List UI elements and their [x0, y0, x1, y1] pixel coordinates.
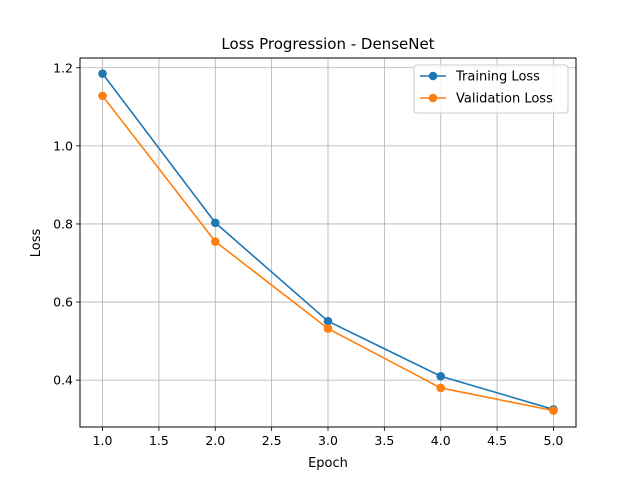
x-tick-label: 4.0: [431, 433, 451, 448]
x-tick-label: 1.0: [93, 433, 113, 448]
training-loss-point: [98, 69, 107, 78]
validation-loss-point: [98, 91, 107, 101]
y-axis-label: Loss: [29, 229, 44, 258]
x-tick-label: 3.0: [318, 433, 338, 448]
validation-loss-point: [436, 383, 446, 393]
legend-box: [413, 64, 569, 114]
x-tick-label: 4.5: [487, 433, 507, 448]
y-tick-label: 1.2: [53, 60, 73, 75]
y-tick-label: 0.6: [53, 295, 73, 310]
y-tick-label: 1.0: [53, 138, 73, 153]
validation-loss-point: [549, 406, 558, 415]
validation-loss-legend-marker: [428, 93, 438, 103]
series-layer: [98, 69, 558, 415]
chart-title: Loss Progression - DenseNet: [221, 35, 434, 53]
validation-loss-legend-label: Validation Loss: [456, 92, 553, 107]
x-tick-label: 2.0: [205, 433, 225, 448]
x-tick-label: 2.5: [262, 433, 282, 448]
validation-loss-point: [210, 237, 220, 246]
ticks: 1.0 1.5 2.0 2.5 3.0 3.5 4.0 4.5 5.0 0.4 0.6 0.8 1.0 1…: [53, 60, 563, 448]
y-tick-label: 0.8: [53, 216, 73, 231]
x-tick-label: 1.5: [149, 433, 169, 448]
training-loss-legend-marker: [428, 71, 438, 81]
x-tick-label: 5.0: [544, 433, 564, 448]
training-loss-legend-label: Training Loss: [455, 70, 540, 85]
training-loss-point: [323, 316, 333, 326]
x-tick-label: 3.5: [374, 433, 394, 448]
legend: Training Loss Validation Loss: [413, 64, 569, 114]
validation-loss-point: [323, 324, 333, 333]
training-loss-point: [210, 218, 220, 228]
x-axis-label: Epoch: [308, 456, 348, 471]
y-tick-label: 0.4: [53, 373, 73, 388]
training-loss-point: [436, 371, 446, 381]
